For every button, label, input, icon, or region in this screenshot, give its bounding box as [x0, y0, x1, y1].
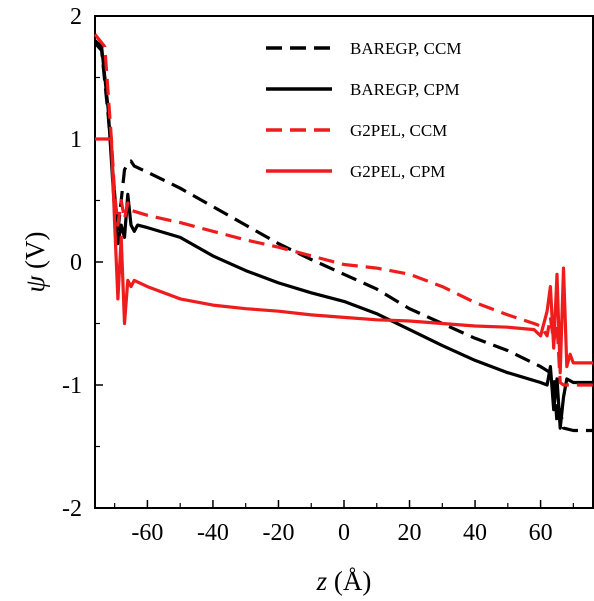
x-axis-symbol: z — [316, 566, 328, 596]
x-tick-label: 40 — [463, 520, 487, 546]
x-tick-label: -20 — [262, 520, 294, 546]
x-axis-title: z (Å) — [316, 566, 372, 596]
series-lines — [93, 33, 593, 433]
legend: BAREGP, CCM BAREGP, CPM G2PEL, CCM G2PEL, C… — [266, 39, 461, 181]
legend-label-1: BAREGP, CCM — [350, 39, 461, 58]
y-tick-label: -2 — [62, 496, 82, 522]
x-tick-label: -60 — [131, 520, 163, 546]
series-line-4 — [95, 137, 593, 375]
x-tick-label: 60 — [529, 520, 553, 546]
y-tick-label: 2 — [70, 4, 82, 30]
y-tick-label: -1 — [62, 373, 82, 399]
series-line-3 — [93, 33, 593, 387]
series-line-1 — [93, 42, 593, 433]
x-tick-label: 0 — [338, 520, 350, 546]
y-axis-symbol: ψ — [20, 275, 50, 293]
legend-label-3: G2PEL, CCM — [350, 121, 447, 140]
plot-frame — [94, 15, 594, 509]
x-tick-label: 20 — [398, 520, 422, 546]
series-line-2 — [93, 39, 593, 430]
legend-label-4: G2PEL, CPM — [350, 162, 445, 181]
y-axis-unit: (V) — [20, 231, 50, 275]
x-tick-label: -40 — [197, 520, 229, 546]
legend-label-2: BAREGP, CPM — [350, 80, 460, 99]
x-axis-unit: (Å) — [327, 566, 371, 596]
y-axis-title: ψ (V) — [20, 231, 50, 292]
y-tick-label: 1 — [70, 127, 82, 153]
y-tick-label: 0 — [70, 250, 82, 276]
axis-ticks: -60 -40 -20 0 20 40 60 -2 -1 0 1 2 — [62, 4, 574, 546]
